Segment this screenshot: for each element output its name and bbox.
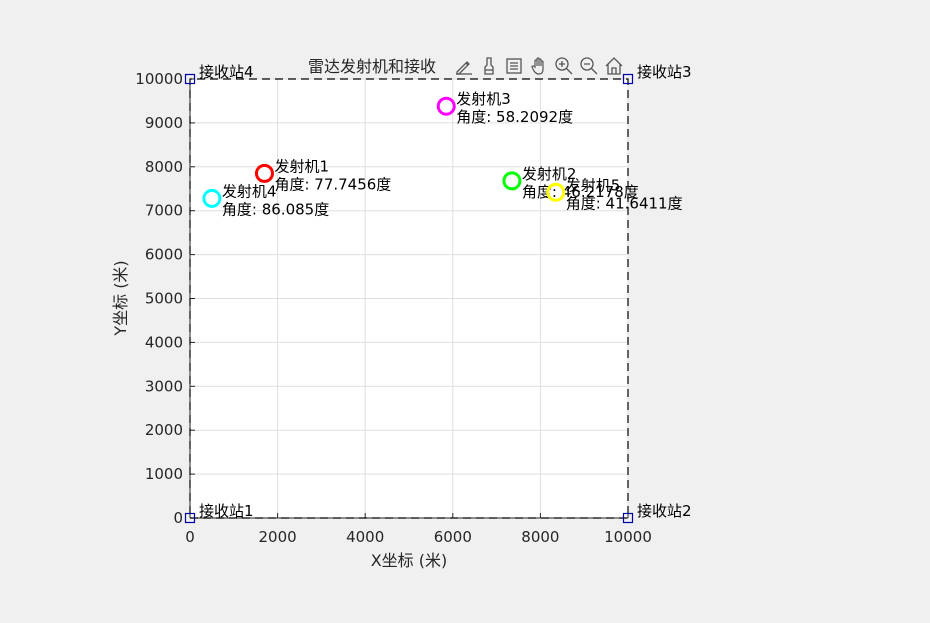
receivers: 接收站1 接收站2 接收站3 接收站4 — [184, 63, 692, 524]
y-axis-label: Y坐标 (米) — [111, 260, 130, 336]
x-tick-label: 4000 — [346, 528, 384, 546]
x-axis-ticks: 0 2000 4000 6000 8000 10000 — [185, 513, 652, 546]
x-tick-label: 10000 — [604, 528, 652, 546]
zoom-in-icon[interactable] — [552, 53, 575, 79]
transmitter-name: 发射机1 — [274, 157, 329, 175]
receiver-label: 接收站3 — [637, 63, 692, 81]
y-tick-label: 2000 — [145, 421, 183, 439]
transmitter-marker — [202, 188, 222, 208]
x-tick-label: 8000 — [521, 528, 559, 546]
transmitter-marker — [254, 163, 274, 183]
zoom-out-icon[interactable] — [577, 53, 600, 79]
x-tick-label: 0 — [185, 528, 195, 546]
transmitter-angle: 角度: 77.7456度 — [274, 175, 391, 193]
y-tick-label: 5000 — [145, 290, 183, 308]
y-tick-label: 6000 — [145, 246, 183, 264]
legend-icon[interactable] — [502, 53, 525, 79]
transmitter-angle: 角度: 86.085度 — [222, 200, 329, 218]
home-icon[interactable] — [602, 53, 625, 79]
transmitter-name: 发射机5 — [566, 176, 621, 194]
x-tick-label: 2000 — [259, 528, 297, 546]
receiver-marker — [184, 512, 196, 524]
receiver-marker — [184, 73, 196, 85]
receiver-label: 接收站4 — [199, 63, 254, 81]
y-axis-ticks: 0 1000 2000 3000 4000 5000 6000 7000 8000 9000 100… — [135, 70, 195, 527]
receiver-marker — [622, 512, 634, 524]
brush-icon[interactable] — [477, 53, 500, 79]
receiver-label: 接收站2 — [637, 502, 692, 520]
transmitter-name: 发射机3 — [456, 90, 511, 108]
x-tick-label: 6000 — [434, 528, 472, 546]
axes-toolbar — [452, 52, 625, 80]
pan-icon[interactable] — [527, 53, 550, 79]
grid-lines — [189, 78, 629, 519]
receiver-marker — [622, 73, 634, 85]
boundary-polygon — [189, 78, 629, 519]
y-tick-label: 1000 — [145, 465, 183, 483]
y-tick-label: 9000 — [145, 114, 183, 132]
transmitter-angle: 角度: 58.2092度 — [456, 108, 573, 126]
y-tick-label: 10000 — [135, 70, 183, 88]
boundary-box — [189, 78, 629, 519]
transmitter-marker — [546, 182, 566, 202]
chart-title: 雷达发射机和接收 — [308, 57, 436, 76]
y-tick-label: 4000 — [145, 333, 183, 351]
y-tick-label: 7000 — [145, 202, 183, 220]
export-icon[interactable] — [452, 53, 475, 79]
transmitter-name: 发射机4 — [222, 182, 277, 200]
y-tick-label: 8000 — [145, 158, 183, 176]
y-tick-label: 3000 — [145, 377, 183, 395]
y-tick-label: 0 — [173, 509, 183, 527]
transmitter-marker — [436, 96, 456, 116]
receiver-label: 接收站1 — [199, 502, 254, 520]
x-axis-label: X坐标 (米) — [371, 551, 448, 570]
transmitter-marker — [502, 171, 522, 191]
transmitter-angle: 角度: 41.6411度 — [566, 194, 683, 212]
transmitter-name: 发射机2 — [522, 165, 577, 183]
